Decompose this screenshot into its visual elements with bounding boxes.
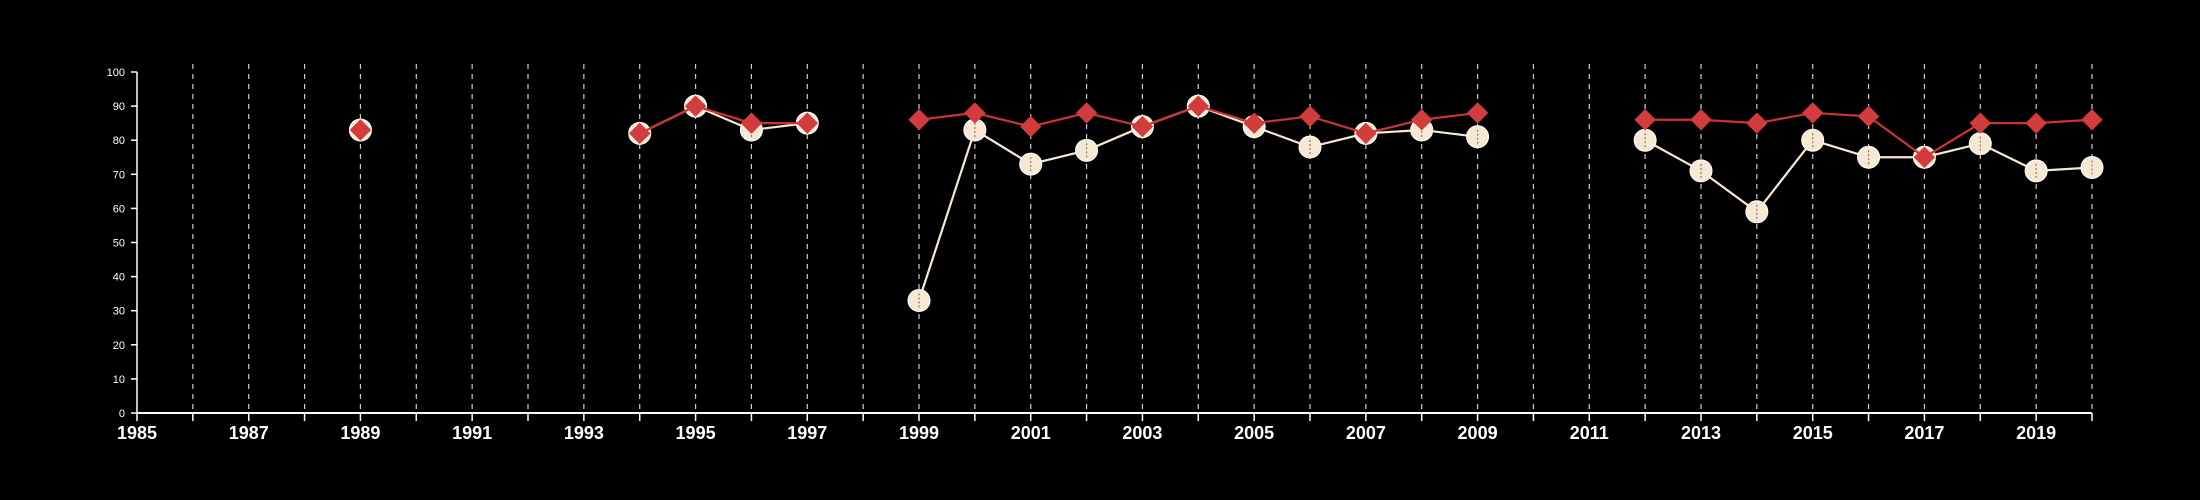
x-tick-label-2007: 2007 — [1346, 423, 1386, 443]
circle-point-2018 — [1968, 132, 1992, 156]
diamond-point-2005 — [1243, 112, 1265, 134]
x-tick-label-2019: 2019 — [2016, 423, 2056, 443]
series-diamond-line-segment-1 — [639, 104, 808, 135]
x-tick-label-2015: 2015 — [1793, 423, 1833, 443]
y-tick-label-70: 70 — [113, 169, 125, 181]
diamond-point-2012 — [1634, 109, 1656, 131]
diamond-point-2017 — [1913, 146, 1936, 168]
diamond-point-2004 — [1187, 95, 1209, 117]
x-tick-label-1995: 1995 — [676, 423, 716, 443]
x-tick-label-2017: 2017 — [1904, 423, 1944, 443]
diamond-point-2020 — [2081, 109, 2103, 131]
series-circle-line-segment-1 — [639, 104, 808, 135]
y-tick-label-10: 10 — [113, 374, 125, 386]
x-tick-label-1991: 1991 — [452, 423, 492, 443]
x-tick-label-1993: 1993 — [564, 423, 604, 443]
y-tick-label-60: 60 — [113, 203, 125, 215]
diamond-point-1999 — [908, 109, 930, 131]
diamond-point-1994 — [629, 122, 651, 145]
vertical-grid — [192, 64, 2093, 413]
diamond-point-2013 — [1690, 109, 1712, 131]
diamond-point-2006 — [1299, 105, 1321, 128]
series-circle — [348, 94, 2104, 312]
diamond-point-1989 — [349, 119, 372, 141]
circle-point-2020 — [2080, 155, 2104, 179]
y-tick-label-30: 30 — [113, 306, 125, 318]
x-tick-label-2005: 2005 — [1234, 423, 1274, 443]
diamond-point-2016 — [1857, 105, 1880, 128]
circle-point-2002 — [1075, 138, 1099, 162]
circle-point-2009 — [1466, 125, 1490, 149]
y-tick-label-50: 50 — [113, 238, 125, 250]
x-tick-label-1989: 1989 — [340, 423, 380, 443]
diamond-point-2015 — [1802, 102, 1824, 124]
circle-point-2012 — [1633, 128, 1657, 152]
series-group — [348, 94, 2104, 312]
x-tick-label-1985: 1985 — [117, 423, 157, 443]
x-tick-label-2001: 2001 — [1011, 423, 1051, 443]
diamond-point-2007 — [1355, 122, 1377, 145]
circle-point-2001 — [1019, 152, 1043, 176]
y-tick-label-100: 100 — [107, 67, 125, 79]
diamond-point-2000 — [964, 102, 986, 124]
series-diamond — [349, 95, 2103, 168]
y-tick-label-0: 0 — [119, 408, 125, 420]
diamond-point-2002 — [1075, 102, 1098, 124]
diamond-point-1996 — [740, 112, 763, 134]
circle-point-2006 — [1298, 135, 1322, 159]
y-tick-label-90: 90 — [113, 101, 125, 113]
circle-point-2013 — [1689, 159, 1713, 183]
diamond-point-2019 — [2025, 112, 2047, 134]
circle-point-2015 — [1801, 128, 1825, 152]
x-tick-label-1999: 1999 — [899, 423, 939, 443]
circle-point-2016 — [1857, 145, 1881, 169]
circle-point-2019 — [2024, 159, 2048, 183]
diamond-point-1997 — [796, 112, 818, 134]
x-tick-label-2013: 2013 — [1681, 423, 1721, 443]
diamond-point-2014 — [1746, 112, 1768, 134]
y-tick-label-80: 80 — [113, 135, 125, 147]
x-tick-label-1997: 1997 — [787, 423, 827, 443]
circle-point-1999 — [907, 288, 931, 312]
x-tick-label-2003: 2003 — [1122, 423, 1162, 443]
y-tick-label-40: 40 — [113, 272, 125, 284]
diamond-point-2018 — [1969, 112, 1991, 134]
diamond-point-2003 — [1131, 115, 1154, 138]
x-tick-label-2009: 2009 — [1458, 423, 1498, 443]
diamond-point-1995 — [684, 95, 707, 117]
circle-point-2014 — [1745, 200, 1769, 224]
x-tick-label-1987: 1987 — [229, 423, 269, 443]
axes: 0 10 20 30 40 50 60 70 80 90 100 1985 1987 1989 1991 19… — [107, 67, 2093, 443]
diamond-point-2009 — [1466, 102, 1489, 124]
x-tick-label-2011: 2011 — [1570, 423, 1609, 443]
diamond-point-2001 — [1020, 115, 1042, 138]
diamond-point-2008 — [1411, 109, 1433, 131]
y-tick-label-20: 20 — [113, 340, 125, 352]
